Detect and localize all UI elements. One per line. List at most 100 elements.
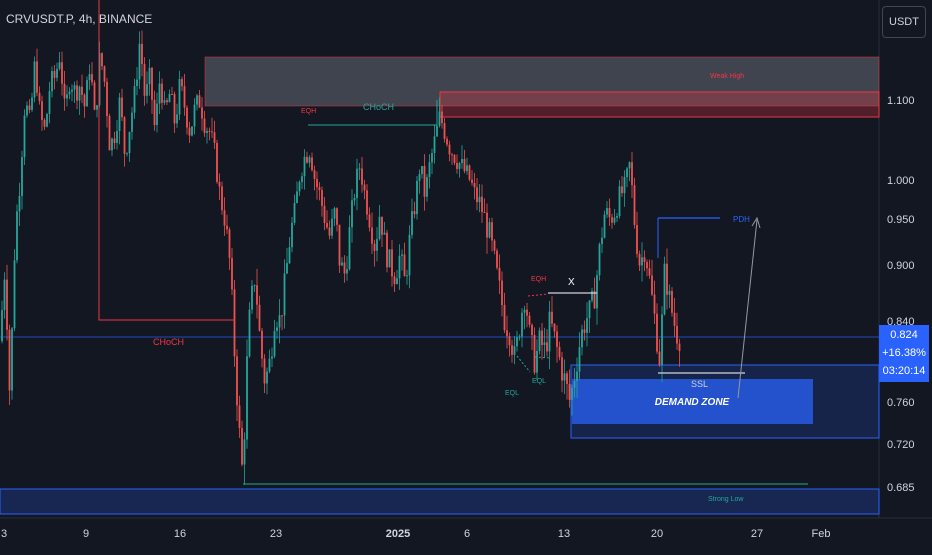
candle-body xyxy=(408,234,411,276)
candle-body xyxy=(498,267,501,281)
candle-body xyxy=(186,107,188,128)
candles xyxy=(1,30,681,485)
candle-body xyxy=(261,330,263,359)
time-tick-label: 3 xyxy=(1,528,7,540)
projection-arrow xyxy=(737,219,758,399)
time-tick-label: 9 xyxy=(83,528,89,540)
candle-body xyxy=(653,294,656,314)
candle-body xyxy=(416,180,418,215)
time-tick-label: 13 xyxy=(558,528,570,540)
candle-body xyxy=(151,67,153,100)
candle-body xyxy=(263,358,266,384)
candle-body xyxy=(46,113,48,127)
candle-body xyxy=(106,81,108,117)
candle-body xyxy=(603,214,606,238)
candle-body xyxy=(253,285,256,287)
candle-body xyxy=(36,61,38,93)
candle-body xyxy=(573,380,576,388)
candle-body xyxy=(58,62,61,69)
candle-body xyxy=(308,157,311,163)
candle-body xyxy=(163,100,166,103)
candle-body xyxy=(598,244,601,276)
candle-body xyxy=(643,257,646,263)
candle-body xyxy=(611,217,613,223)
candle-body xyxy=(238,405,241,428)
price-tick-label: 1.000 xyxy=(887,175,915,187)
candle-body xyxy=(246,356,248,440)
candle-body xyxy=(641,257,643,266)
candle-body xyxy=(378,216,381,240)
candle-body xyxy=(618,186,621,217)
candle-body xyxy=(513,346,516,355)
candle-body xyxy=(353,198,356,201)
candle-body xyxy=(176,114,178,124)
currency-button[interactable]: USDT xyxy=(882,6,926,38)
candle-body xyxy=(558,346,561,358)
candle-body xyxy=(336,208,338,225)
candle-body xyxy=(606,208,608,215)
weak-high-zone xyxy=(204,56,880,107)
candle-body xyxy=(226,225,228,230)
price-tick-label: 1.100 xyxy=(887,95,915,107)
candle-body xyxy=(528,315,531,325)
candle-body xyxy=(451,154,453,156)
candle-body xyxy=(56,68,58,78)
candle-body xyxy=(351,200,353,228)
candle-body xyxy=(298,182,301,192)
choch-label-top: CHoCH xyxy=(363,102,394,112)
candle-body xyxy=(496,250,498,268)
candle-body xyxy=(613,217,616,223)
candle-body xyxy=(41,101,43,120)
symbol-title: CRVUSDT.P, 4h, BINANCE xyxy=(6,12,153,26)
candle-body xyxy=(541,330,543,346)
candle-body xyxy=(271,356,273,359)
candle-body xyxy=(166,100,168,103)
candle-body xyxy=(83,94,86,107)
candle-body xyxy=(281,315,283,317)
candle-body xyxy=(386,232,388,268)
candle-body xyxy=(533,334,536,373)
candle-body xyxy=(433,136,436,153)
candle-body xyxy=(68,91,71,95)
candle-body xyxy=(663,263,666,315)
pdh-label: PDH xyxy=(733,215,750,224)
candle-body xyxy=(48,91,51,114)
candle-body xyxy=(146,84,148,96)
candle-body xyxy=(128,131,131,154)
bar-countdown: 03:20:14 xyxy=(882,365,926,377)
candle-body xyxy=(168,93,171,103)
candle-body xyxy=(348,227,351,270)
candle-body xyxy=(131,112,133,132)
candle-body xyxy=(13,260,16,329)
eqh-label-left: EQH xyxy=(301,108,316,115)
candle-body xyxy=(431,152,433,163)
candle-body xyxy=(396,278,398,285)
candle-body xyxy=(631,162,633,186)
candle-body xyxy=(316,178,318,188)
candle-body xyxy=(423,166,426,197)
candle-body xyxy=(213,132,216,143)
candle-body xyxy=(608,208,611,218)
candle-body xyxy=(88,74,91,81)
candle-body xyxy=(666,263,668,295)
time-tick-label: Feb xyxy=(812,528,831,540)
candle-body xyxy=(243,439,246,465)
candle-body xyxy=(153,99,156,126)
candle-body xyxy=(86,80,88,107)
candle-body xyxy=(126,153,128,155)
candle-body xyxy=(563,373,566,381)
candle-body xyxy=(273,331,276,357)
candle-body xyxy=(268,358,271,372)
candle-body xyxy=(276,327,278,332)
eqh-label-right: EQH xyxy=(531,276,546,283)
candle-body xyxy=(161,83,163,103)
candle-body xyxy=(493,240,496,251)
x-label: X xyxy=(568,277,575,288)
price-tick-label: 0.720 xyxy=(887,439,915,451)
time-tick-label: 20 xyxy=(651,528,663,540)
candle-body xyxy=(236,356,238,406)
candle-body xyxy=(331,218,333,236)
candle-body xyxy=(596,275,598,309)
